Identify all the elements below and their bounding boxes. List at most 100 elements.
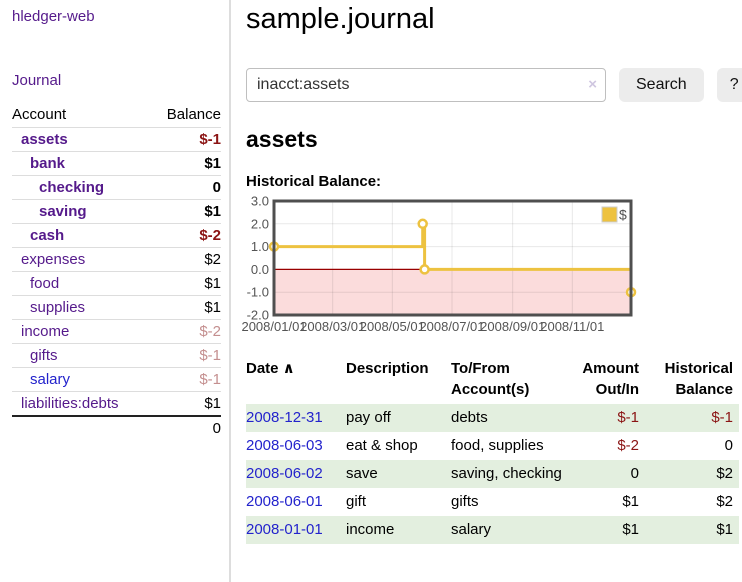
account-row: income $-2 (12, 319, 221, 344)
chart-title: Historical Balance: (246, 173, 382, 190)
svg-text:2008/09/01: 2008/09/01 (480, 319, 545, 334)
svg-text:-1.0: -1.0 (247, 285, 269, 300)
account-name-cell: cash (12, 223, 151, 248)
transaction-date-link[interactable]: 2008-06-02 (246, 465, 323, 482)
transaction-date-cell: 2008-06-01 (246, 488, 346, 516)
transaction-description: eat & shop (346, 437, 418, 454)
accounts-total-spacer (12, 415, 151, 440)
account-balance: $1 (150, 151, 221, 176)
svg-text:2008/03/01: 2008/03/01 (300, 319, 365, 334)
transaction-date-cell: 2008-06-03 (246, 432, 346, 460)
transaction-date-link[interactable]: 2008-06-03 (246, 437, 323, 454)
account-row: checking 0 (12, 175, 221, 200)
transaction-date-link[interactable]: 2008-12-31 (246, 409, 323, 426)
transaction-amount: $-1 (617, 409, 639, 426)
sort-ascending-icon: ∧ (278, 360, 295, 377)
transaction-date-link[interactable]: 2008-06-01 (246, 493, 323, 510)
column-header-date[interactable]: Date ∧ (246, 360, 295, 377)
column-header-description: Description (346, 360, 429, 377)
sidebar-account-link[interactable]: salary (30, 371, 71, 388)
search-bar: × Search ? (246, 68, 742, 102)
account-name-cell: liabilities:debts (12, 391, 151, 416)
sidebar-item-journal[interactable]: Journal (12, 72, 62, 89)
transaction-balance: $-1 (711, 409, 733, 426)
brand-link[interactable]: hledger-web (12, 8, 95, 25)
account-name-cell: salary (12, 367, 151, 392)
account-name-cell: bank (12, 151, 151, 176)
sidebar-account-link[interactable]: food (30, 275, 60, 292)
accounts-column-balance: Balance (166, 106, 221, 123)
account-balance: $-1 (150, 343, 221, 368)
register-table: Date ∧ Description To/From Account(s) Amoun… (246, 356, 739, 544)
sidebar-account-link[interactable]: cash (30, 227, 65, 244)
account-balance: 0 (150, 175, 221, 200)
account-row: supplies $1 (12, 295, 221, 320)
svg-text:2008/01/01: 2008/01/01 (241, 319, 306, 334)
transaction-amount: $-2 (617, 437, 639, 454)
transaction-amount: $1 (622, 521, 639, 538)
account-name-cell: supplies (12, 295, 151, 320)
sidebar-account-link[interactable]: supplies (30, 299, 86, 316)
transaction-description: income (346, 521, 395, 538)
transaction-balance: $2 (716, 465, 733, 482)
sidebar-account-link[interactable]: liabilities:debts (21, 395, 119, 412)
account-balance: $1 (150, 295, 221, 320)
clear-search-icon[interactable]: × (588, 76, 597, 93)
account-name-cell: gifts (12, 343, 151, 368)
account-name-cell: assets (12, 127, 151, 152)
help-button[interactable]: ? (716, 68, 742, 102)
transaction-description: gift (346, 493, 367, 510)
transaction-date-link[interactable]: 2008-01-01 (246, 521, 323, 538)
accounts-header-row: Account Balance (12, 103, 221, 128)
search-input[interactable] (246, 68, 606, 102)
account-row: liabilities:debts $1 (12, 391, 221, 416)
transaction-date-cell: 2008-06-02 (246, 460, 346, 488)
transaction-accounts: gifts (451, 493, 479, 510)
table-row: 2008-06-02 save saving, checking 0 $2 (246, 460, 739, 488)
account-row: gifts $-1 (12, 343, 221, 368)
sidebar-account-link[interactable]: assets (21, 131, 68, 148)
account-balance: $-1 (150, 367, 221, 392)
accounts-total-value: 0 (150, 415, 221, 440)
svg-text:3.0: 3.0 (251, 194, 269, 209)
transaction-balance: $1 (716, 521, 733, 538)
sidebar-account-link[interactable]: income (21, 323, 70, 340)
account-balance: $1 (150, 271, 221, 296)
sidebar: hledger-web Journal Account Balance asse… (0, 0, 231, 582)
account-row: saving $1 (12, 199, 221, 224)
transaction-amount: $1 (622, 493, 639, 510)
transaction-accounts: debts (451, 409, 488, 426)
account-row: cash $-2 (12, 223, 221, 248)
transaction-date-cell: 2008-01-01 (246, 516, 346, 544)
account-name-cell: food (12, 271, 151, 296)
table-row: 2008-12-31 pay off debts $-1 $-1 (246, 404, 739, 432)
page-title: sample.journal (246, 3, 435, 35)
accounts-table: Account Balance assets $-1 bank $1 checking 0… (12, 103, 221, 440)
svg-text:$: $ (619, 207, 627, 223)
column-header-historical-balance: Historical Balance (664, 360, 733, 398)
account-row: assets $-1 (12, 127, 221, 152)
table-row: 2008-06-03 eat & shop food, supplies $-2 0 (246, 432, 739, 460)
transaction-amount: 0 (630, 465, 639, 482)
sidebar-account-link[interactable]: saving (39, 203, 87, 220)
main-content: sample.journal × Search ? assets Histori… (231, 0, 742, 582)
transaction-date-cell: 2008-12-31 (246, 404, 346, 432)
sidebar-account-link[interactable]: bank (30, 155, 66, 172)
transaction-balance: 0 (724, 437, 733, 454)
account-balance: $-2 (150, 223, 221, 248)
account-name-cell: checking (12, 175, 151, 200)
sidebar-account-link[interactable]: expenses (21, 251, 86, 268)
svg-text:-2.0: -2.0 (247, 308, 269, 323)
svg-text:2008/11/01: 2008/11/01 (540, 319, 604, 334)
transaction-accounts: salary (451, 521, 492, 538)
sidebar-account-link[interactable]: checking (39, 179, 105, 196)
account-balance: $2 (150, 247, 221, 272)
account-balance: $-1 (150, 127, 221, 152)
sidebar-account-link[interactable]: gifts (30, 347, 58, 364)
account-row: bank $1 (12, 151, 221, 176)
search-button[interactable]: Search (619, 68, 704, 102)
transaction-balance: $2 (716, 493, 733, 510)
svg-text:2.0: 2.0 (251, 216, 269, 231)
register-header-row: Date ∧ Description To/From Account(s) Amoun… (246, 356, 739, 404)
